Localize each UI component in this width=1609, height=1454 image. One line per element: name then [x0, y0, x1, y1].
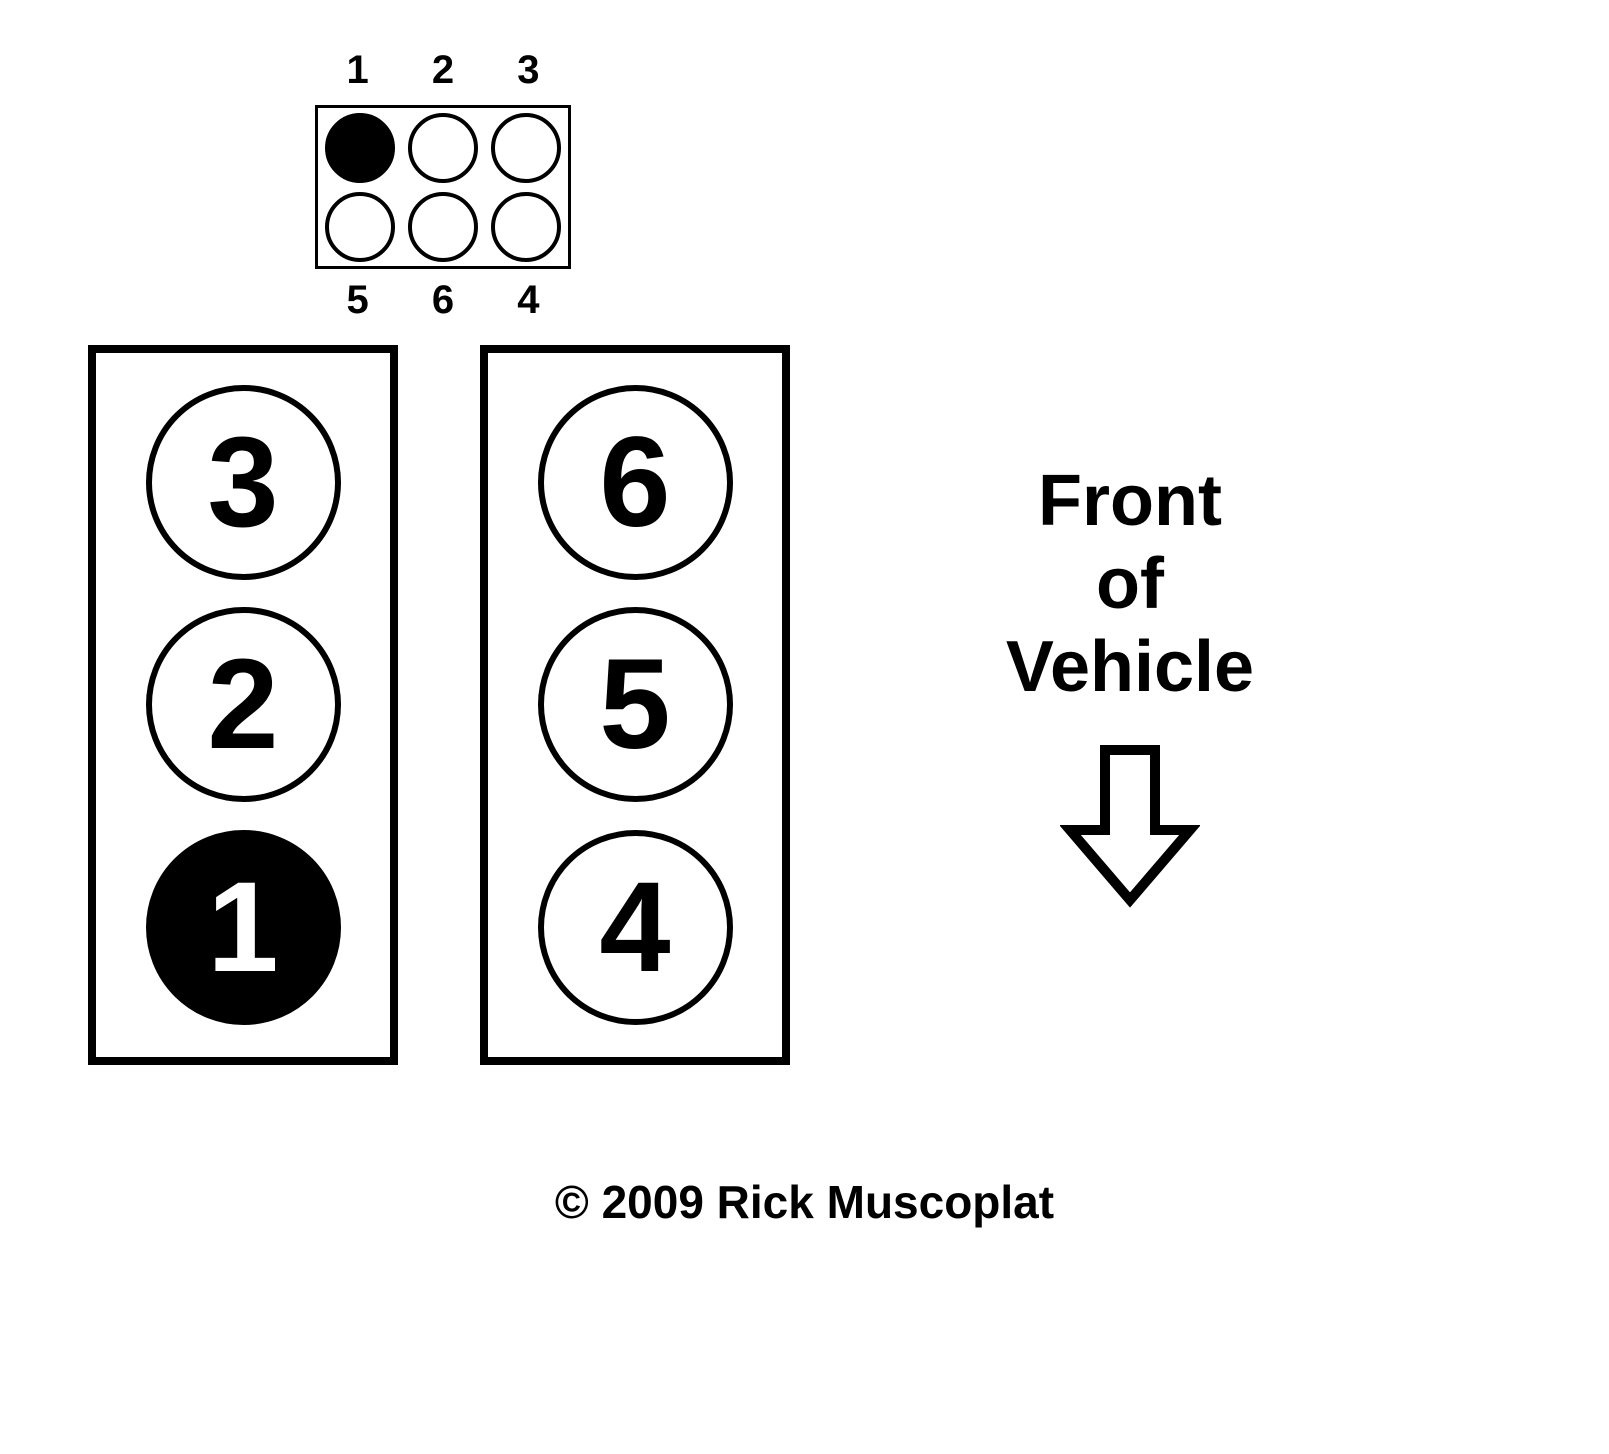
front-label-line: Front: [920, 460, 1340, 543]
cylinder-circle: 2: [146, 607, 341, 802]
cylinder-circle: 3: [146, 385, 341, 580]
coilpack-bottom-labels: 564: [315, 278, 571, 323]
coilpack-top-label: 1: [315, 48, 400, 93]
diagram-canvas: 123 564 321 654 FrontofVehicle © 2009 Ri…: [0, 0, 1609, 1454]
front-label-line: Vehicle: [920, 626, 1340, 709]
cylinder-circle: 4: [538, 830, 733, 1025]
cylinder-circle: 5: [538, 607, 733, 802]
cylinder-circle: 6: [538, 385, 733, 580]
copyright-text: © 2009 Rick Muscoplat: [0, 1175, 1609, 1229]
coilpack-bottom-label: 5: [315, 278, 400, 323]
coilpack-terminal: [491, 113, 561, 183]
coilpack-top-label: 3: [486, 48, 571, 93]
coilpack-box: [315, 105, 571, 269]
coilpack-top-label: 2: [400, 48, 485, 93]
coilpack-terminal: [325, 192, 395, 262]
front-of-vehicle-label: FrontofVehicle: [920, 460, 1340, 708]
coilpack-terminal: [325, 113, 395, 183]
coilpack-bottom-label: 6: [400, 278, 485, 323]
coilpack-bottom-label: 4: [486, 278, 571, 323]
coilpack-top-labels: 123: [315, 48, 571, 93]
cylinder-bank-right: 6 5 4: [480, 345, 790, 1065]
coilpack-terminal: [408, 192, 478, 262]
coilpack-terminal: [491, 192, 561, 262]
coilpack-terminal: [408, 113, 478, 183]
cylinder-bank-left: 3 2 1: [88, 345, 398, 1065]
down-arrow-icon: [1060, 740, 1200, 910]
front-label-line: of: [920, 543, 1340, 626]
cylinder-circle: 1: [146, 830, 341, 1025]
